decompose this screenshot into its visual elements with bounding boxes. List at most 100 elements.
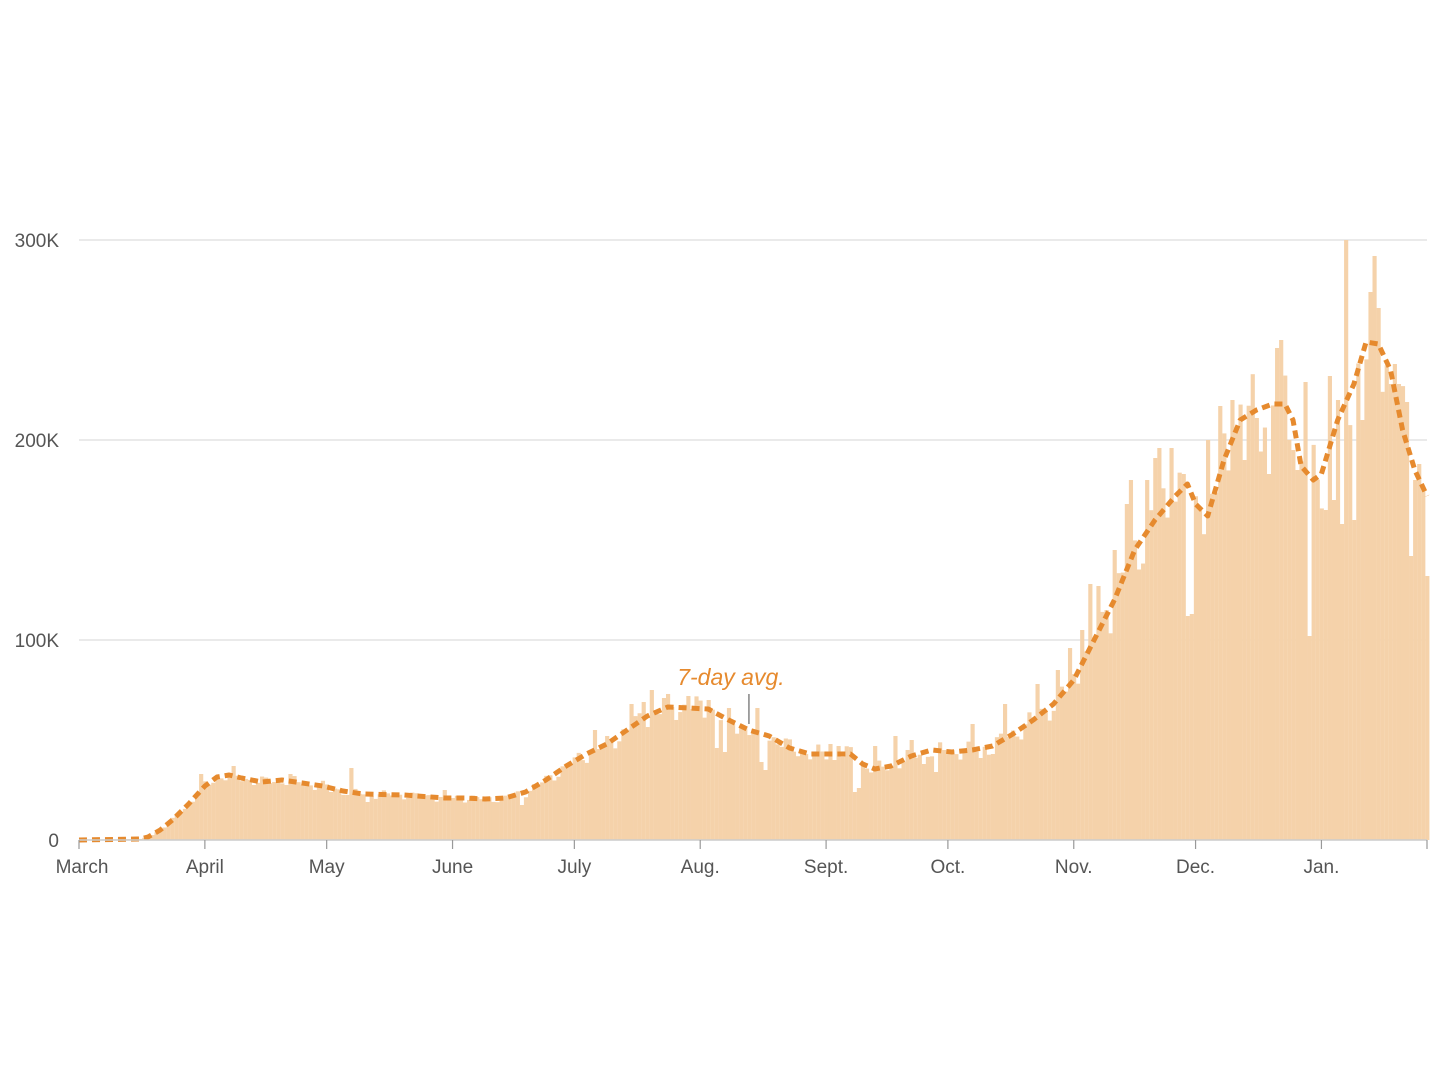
daily-bar xyxy=(840,756,845,840)
daily-bar xyxy=(1376,308,1381,840)
daily-bar xyxy=(954,754,959,840)
daily-bar xyxy=(369,796,374,840)
daily-bar xyxy=(905,749,910,840)
daily-bar xyxy=(824,759,829,840)
daily-bar xyxy=(1238,404,1243,840)
daily-bar xyxy=(1226,470,1231,840)
daily-bar xyxy=(1392,364,1397,840)
daily-bar xyxy=(536,784,541,840)
avg-annotation: 7-day avg. xyxy=(677,664,785,724)
daily-bar xyxy=(1340,524,1345,840)
daily-bar xyxy=(385,793,391,840)
daily-bar xyxy=(1112,550,1117,840)
daily-bar xyxy=(771,737,776,840)
daily-bar xyxy=(1088,584,1093,840)
daily-bar xyxy=(170,817,175,840)
daily-bar xyxy=(1380,391,1385,840)
daily-bar xyxy=(1262,427,1268,840)
daily-bar xyxy=(1023,724,1028,840)
daily-bar xyxy=(523,797,529,840)
daily-bar xyxy=(1295,470,1300,840)
daily-bar xyxy=(1173,501,1178,840)
daily-bar xyxy=(243,778,248,840)
x-tick-label: May xyxy=(309,857,345,878)
daily-bar xyxy=(1275,348,1280,840)
daily-bar xyxy=(1063,691,1069,840)
daily-bar xyxy=(869,772,874,840)
daily-bar xyxy=(613,748,618,840)
daily-bar xyxy=(1043,710,1048,840)
x-axis: March April May June July Aug. Sept. Oct. Nov. De… xyxy=(56,839,1428,878)
daily-bar xyxy=(970,724,975,840)
daily-bar xyxy=(596,749,602,840)
daily-bar xyxy=(966,741,971,840)
daily-bar xyxy=(1116,573,1121,840)
daily-bar xyxy=(402,799,407,840)
daily-bar xyxy=(864,768,870,840)
daily-bar xyxy=(215,776,220,840)
daily-bar xyxy=(195,796,200,840)
daily-bar xyxy=(458,798,464,840)
daily-bar xyxy=(682,704,687,840)
daily-bar xyxy=(540,782,545,840)
daily-bar xyxy=(1384,365,1389,840)
daily-bar xyxy=(755,708,760,840)
daily-bar xyxy=(1206,440,1211,840)
daily-bar xyxy=(544,775,549,840)
daily-bar xyxy=(349,768,354,840)
daily-bar xyxy=(1067,648,1073,840)
daily-bar xyxy=(978,758,983,840)
daily-bar xyxy=(572,757,577,840)
daily-bar xyxy=(166,823,171,840)
daily-bar xyxy=(1027,712,1032,840)
daily-bar xyxy=(1108,633,1113,840)
daily-bar xyxy=(1128,480,1134,840)
daily-bar xyxy=(686,696,691,840)
daily-bar xyxy=(694,696,699,840)
daily-bar xyxy=(1120,572,1125,840)
daily-bar xyxy=(1177,472,1182,840)
daily-bar xyxy=(158,830,163,840)
daily-bar xyxy=(645,727,650,840)
daily-bar xyxy=(1003,704,1008,840)
daily-bar xyxy=(982,746,987,840)
daily-bar xyxy=(860,763,866,840)
daily-bar xyxy=(1299,461,1304,840)
daily-bar xyxy=(296,782,301,840)
x-tick-label: June xyxy=(432,857,473,878)
daily-bar xyxy=(219,778,224,840)
daily-bar xyxy=(1409,556,1414,840)
daily-bar xyxy=(775,744,780,840)
daily-bar xyxy=(1076,683,1081,840)
daily-bar xyxy=(605,736,610,840)
daily-bar xyxy=(1246,405,1251,840)
daily-bar xyxy=(1348,425,1353,840)
daily-bar xyxy=(666,693,671,840)
daily-bar xyxy=(552,780,557,840)
daily-bar xyxy=(276,779,281,840)
daily-bar xyxy=(990,754,995,840)
daily-bar xyxy=(913,757,918,840)
daily-bar xyxy=(706,700,711,840)
daily-bar xyxy=(377,794,382,840)
daily-bar xyxy=(272,781,277,840)
daily-bar xyxy=(373,798,378,840)
daily-bar xyxy=(795,756,801,840)
daily-bar xyxy=(653,710,658,840)
daily-bar xyxy=(1218,406,1223,840)
daily-bar xyxy=(316,786,321,840)
daily-bar xyxy=(974,751,979,840)
daily-bar xyxy=(1335,400,1341,840)
daily-bar xyxy=(527,790,533,840)
daily-bar xyxy=(962,751,967,840)
daily-bar xyxy=(986,754,991,840)
daily-bar xyxy=(239,781,244,840)
daily-bar xyxy=(998,733,1004,840)
daily-bar xyxy=(1047,720,1052,840)
daily-bar xyxy=(1315,479,1320,840)
daily-bar xyxy=(938,742,943,840)
daily-bar xyxy=(1234,430,1239,840)
annotation-label: 7-day avg. xyxy=(677,664,784,690)
daily-bar xyxy=(259,776,265,840)
daily-bar xyxy=(929,756,935,840)
